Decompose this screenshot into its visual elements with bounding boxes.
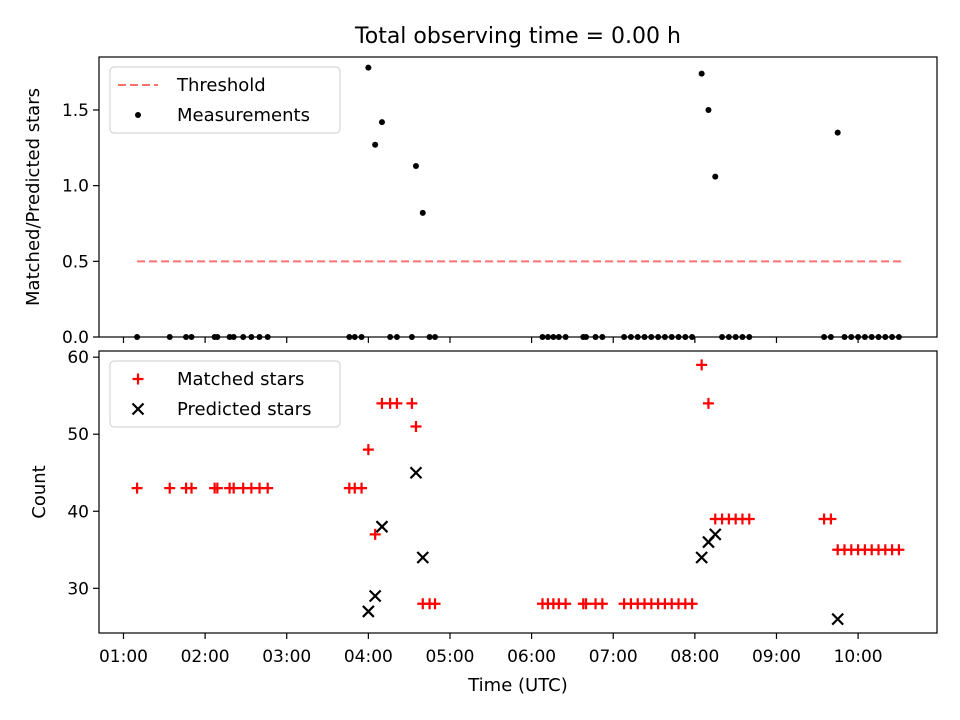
matched-star-marker (131, 482, 143, 494)
ratio-plot-frame (98, 56, 938, 338)
predicted-star-marker (708, 528, 722, 541)
ratio-marks (134, 64, 902, 340)
count-y-axis-label: Count (29, 465, 50, 518)
count-marks (131, 359, 905, 626)
ratio-y-tick-label: 1.0 (62, 177, 89, 197)
matched-star-marker (696, 359, 708, 371)
matched-star-marker (429, 598, 441, 610)
measurement-point (419, 209, 426, 216)
matched-star-marker (893, 544, 905, 556)
count-x-tick-label: 06:00 (507, 647, 556, 667)
matched-star-marker (743, 513, 755, 525)
ratio-legend: Threshold Measurements (109, 66, 341, 134)
matched-star-marker (362, 444, 374, 456)
ratio-x-ticks (122, 337, 859, 343)
count-x-tick-label: 02:00 (181, 647, 230, 667)
matched-star-marker (356, 482, 368, 494)
measurement-point (834, 129, 841, 136)
matched-star-marker (702, 397, 714, 409)
matched-star-marker (560, 598, 572, 610)
count-y-tick-label: 50 (67, 425, 89, 445)
legend-measurement-handle (135, 112, 141, 118)
measurement-point (378, 119, 385, 126)
measurement-point (712, 173, 719, 180)
count-x-tick-label: 10:00 (834, 647, 883, 667)
predicted-star-marker (368, 589, 382, 603)
ratio-y-ticks: 0.0 0.5 1.0 1.5 (62, 101, 99, 348)
count-legend-box (109, 360, 341, 428)
predicted-star-marker (375, 520, 389, 533)
count-y-tick-label: 30 (67, 579, 89, 599)
count-x-axis-label: Time (UTC) (467, 675, 568, 696)
predicted-star-marker (409, 466, 423, 480)
count-legend-label: Predicted stars (177, 399, 311, 420)
count-x-tick-label: 05:00 (425, 647, 474, 667)
ratio-y-tick-label: 1.5 (62, 101, 89, 121)
matched-star-marker (186, 482, 198, 494)
matched-star-marker (228, 482, 240, 494)
count-x-tick-label: 04:00 (344, 647, 393, 667)
count-y-ticks: 30 40 50 60 (67, 348, 99, 599)
count-x-ticks: 01:00 02:00 03:00 04:00 05:00 06:00 07:00 08:00… (99, 633, 883, 667)
legend-matched-handle (132, 373, 144, 385)
count-x-tick-label: 03:00 (262, 647, 311, 667)
count-y-tick-label: 60 (67, 348, 89, 368)
chart-title: Total observing time = 0.00 h (354, 24, 681, 49)
ratio-y-axis-label: Matched/Predicted stars (23, 88, 44, 306)
matched-star-marker (410, 421, 422, 433)
count-legend-label: Matched stars (177, 369, 304, 390)
matched-star-marker (580, 598, 592, 610)
predicted-star-marker (362, 605, 375, 618)
matched-star-marker (369, 528, 381, 540)
count-x-tick-label: 09:00 (752, 647, 801, 667)
ratio-legend-box (109, 66, 341, 134)
ratio-y-tick-label: 0.0 (62, 328, 89, 348)
measurement-point (698, 70, 705, 77)
count-x-tick-label: 08:00 (670, 647, 719, 667)
count-y-tick-label: 40 (67, 502, 89, 522)
matched-star-marker (164, 482, 176, 494)
ratio-y-tick-label: 0.5 (62, 252, 89, 272)
count-x-tick-label: 01:00 (99, 647, 148, 667)
matched-star-marker (596, 598, 608, 610)
matched-star-marker (262, 482, 274, 494)
matched-star-marker (686, 598, 698, 610)
count-x-tick-label: 07:00 (589, 647, 638, 667)
predicted-star-marker (831, 612, 844, 626)
predicted-star-marker (416, 551, 430, 564)
predicted-star-marker (695, 551, 708, 564)
legend-predicted-handle (131, 402, 145, 416)
ratio-legend-label: Measurements (177, 105, 310, 126)
matched-star-marker (406, 397, 418, 409)
measurement-point (365, 64, 372, 71)
measurement-point (412, 162, 419, 169)
count-legend: Matched stars Predicted stars (109, 360, 341, 428)
matched-star-marker (825, 513, 837, 525)
count-plot-frame (98, 350, 938, 634)
measurement-point (372, 141, 379, 148)
measurement-point (705, 106, 712, 113)
ratio-legend-label: Threshold (176, 75, 266, 96)
ratio-panel: 0.0 0.5 1.0 1.5 Matched/Predicted stars Thr… (23, 56, 938, 348)
matched-star-marker (391, 397, 403, 409)
matched-star-marker (211, 482, 223, 494)
